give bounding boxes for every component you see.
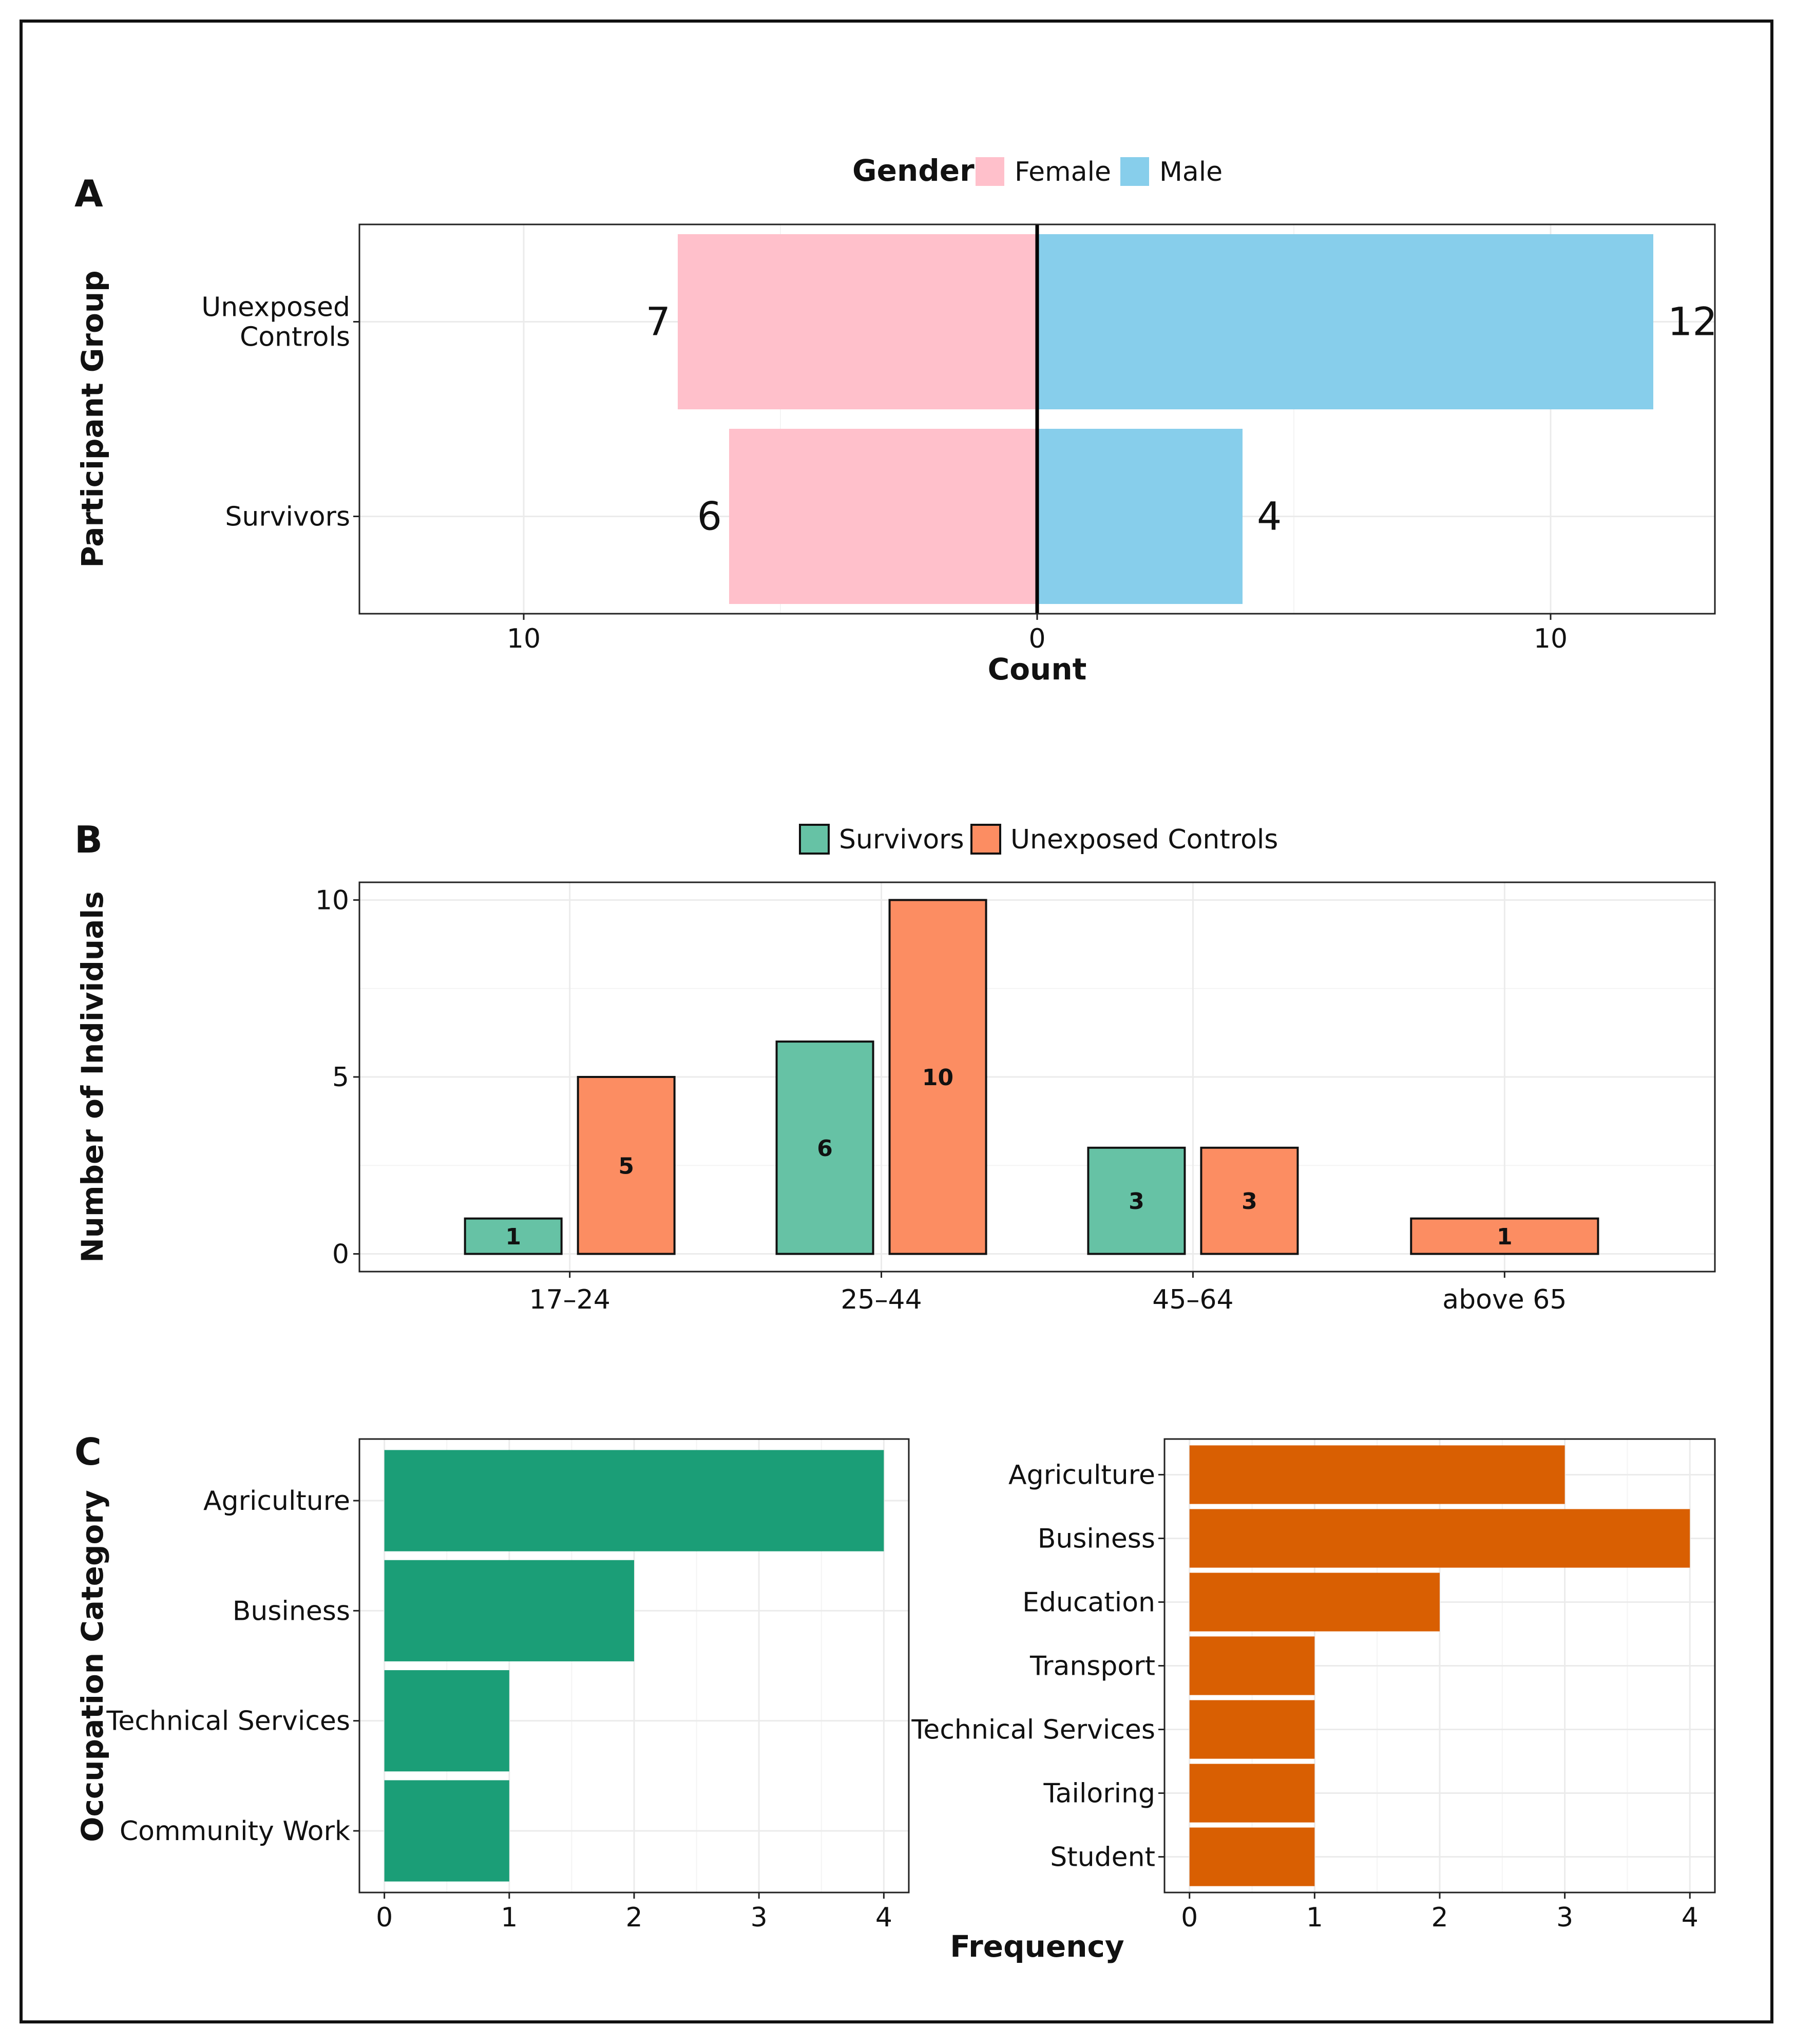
x-tick-label: 0: [1181, 1902, 1198, 1933]
bar-controls-agriculture: [1189, 1445, 1565, 1504]
x-tick-label: 17–24: [529, 1284, 610, 1315]
panel-letter-c: C: [74, 1430, 102, 1473]
y-tick-label: Technical Services: [911, 1715, 1155, 1746]
x-tick-label: 2: [1431, 1902, 1448, 1933]
legend-label-survivors: Survivors: [839, 824, 964, 855]
bar-survivors-technical-services: [384, 1670, 509, 1772]
bar-unexposed-controls-25-44: [888, 899, 987, 1255]
data-label: 6: [817, 1135, 833, 1162]
y-axis-title: Participant Group: [75, 270, 110, 567]
y-tick-label: Tailoring: [1043, 1778, 1155, 1809]
bar-male-unexposed-controls: [1037, 234, 1653, 410]
legend-label-female: Female: [1015, 157, 1111, 187]
y-tick-label: Business: [1038, 1523, 1155, 1554]
x-tick-label: 2: [625, 1902, 642, 1933]
x-tick-label: 10: [1534, 623, 1568, 654]
y-tick-label: Student: [1050, 1842, 1155, 1873]
data-label: 1: [505, 1224, 521, 1250]
x-tick-label: 25–44: [841, 1284, 922, 1315]
data-label: 5: [618, 1153, 634, 1179]
bar-controls-student: [1189, 1827, 1315, 1886]
y-tick-label: Community Work: [120, 1816, 350, 1847]
x-tick-label: 4: [1682, 1902, 1698, 1933]
y-tick-label: 5: [332, 1062, 349, 1093]
data-label: 10: [922, 1065, 953, 1091]
legend-label-male: Male: [1159, 157, 1223, 187]
x-tick-label: 45–64: [1152, 1284, 1233, 1315]
x-tick-label: 3: [1556, 1902, 1573, 1933]
bar-unexposed-controls-above-65: [1410, 1217, 1599, 1255]
bar-survivors-agriculture: [384, 1450, 884, 1551]
bar-survivors-business: [384, 1560, 634, 1661]
x-tick-label: 1: [1306, 1902, 1323, 1933]
legend-key-male: [1120, 157, 1149, 186]
x-tick-label: above 65: [1442, 1284, 1567, 1315]
bar-controls-education: [1189, 1573, 1440, 1632]
y-tick-label: Education: [1022, 1587, 1155, 1618]
bar-survivors-17-24: [464, 1217, 563, 1255]
y-tick-label: Business: [233, 1596, 350, 1626]
bar-male-survivors: [1037, 428, 1243, 604]
bar-unexposed-controls-45-64: [1200, 1146, 1299, 1255]
x-tick-label: 0: [1028, 623, 1045, 654]
legend-title: Gender: [852, 153, 975, 188]
data-label-male: 12: [1668, 299, 1717, 345]
bar-female-survivors: [729, 428, 1037, 604]
x-tick-label: 4: [875, 1902, 892, 1933]
y-tick-label: Controls: [240, 322, 350, 353]
legend-key-unexposed-controls: [970, 824, 1001, 855]
legend-key-survivors: [799, 824, 830, 855]
x-axis-title: Count: [988, 652, 1087, 687]
data-label-female: 7: [646, 299, 671, 345]
data-label: 3: [1129, 1188, 1144, 1215]
figure-frame: [20, 20, 1773, 2023]
data-label-male: 4: [1257, 494, 1282, 539]
panel-letter-b: B: [74, 818, 103, 861]
y-tick-label: Unexposed: [201, 292, 350, 323]
x-tick-label: 3: [751, 1902, 768, 1933]
bar-survivors-45-64: [1087, 1146, 1186, 1255]
legend-key-female: [976, 157, 1004, 186]
bar-unexposed-controls-17-24: [577, 1076, 676, 1255]
panel-letter-a: A: [74, 172, 103, 215]
legend-label-unexposed-controls: Unexposed Controls: [1010, 824, 1278, 855]
bar-controls-transport: [1189, 1636, 1315, 1695]
x-tick-label: 10: [507, 623, 541, 654]
data-label: 1: [1497, 1224, 1513, 1250]
x-tick-label: 1: [501, 1902, 518, 1933]
y-tick-label: Agriculture: [1008, 1460, 1155, 1490]
y-axis-title: Occupation Category: [75, 1490, 110, 1842]
data-label-female: 6: [697, 494, 722, 539]
bar-controls-tailoring: [1189, 1764, 1315, 1823]
y-tick-label: Agriculture: [203, 1486, 350, 1517]
y-tick-label: 10: [315, 885, 349, 916]
y-axis-title: Number of Individuals: [75, 891, 110, 1263]
bar-survivors-community-work: [384, 1780, 509, 1882]
bar-controls-business: [1189, 1509, 1690, 1568]
bar-female-unexposed-controls: [678, 234, 1037, 410]
bar-controls-technical-services: [1189, 1700, 1315, 1759]
data-label: 3: [1242, 1188, 1257, 1215]
y-tick-label: Survivors: [225, 502, 350, 533]
y-tick-label: Transport: [1029, 1651, 1155, 1682]
bar-survivors-25-44: [775, 1040, 874, 1255]
x-axis-title: Frequency: [950, 1929, 1124, 1964]
y-tick-label: Technical Services: [106, 1706, 350, 1737]
x-tick-label: 0: [376, 1902, 393, 1933]
y-tick-label: 0: [332, 1239, 349, 1270]
